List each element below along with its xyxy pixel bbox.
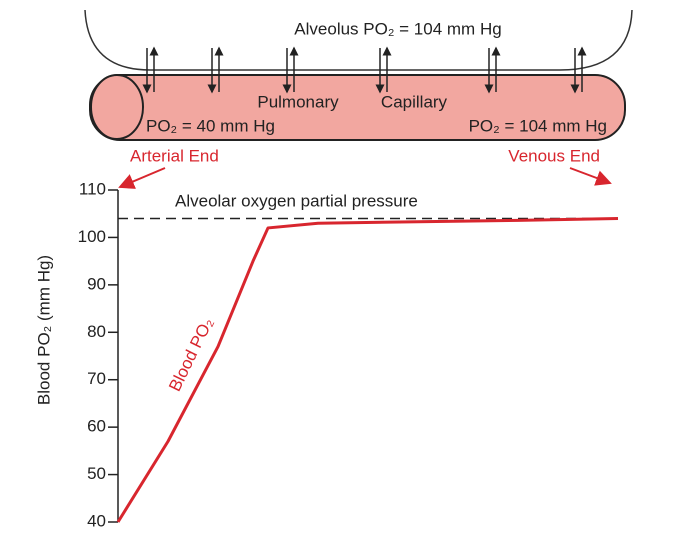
venous-end: Venous End [508, 146, 600, 165]
capillary-label: Pulmonary [257, 92, 339, 111]
reference-label: Alveolar oxygen partial pressure [175, 191, 418, 210]
capillary-label: Capillary [381, 92, 448, 111]
alveolus-wall [84, 9, 633, 71]
alveolus-label: Alveolus PO₂ = 104 mm Hg [294, 19, 501, 38]
venous-arrow [569, 167, 612, 186]
series-label: Blood PO₂ [165, 315, 217, 395]
arterial-end: Arterial End [130, 146, 219, 165]
y-axis-label: Blood PO₂ (mm Hg) [34, 255, 53, 405]
arterial-po2: PO₂ = 40 mm Hg [146, 116, 275, 135]
venous-po2: PO₂ = 104 mm Hg [469, 116, 607, 135]
y-tick-label: 70 [87, 369, 106, 388]
series-line [116, 216, 619, 523]
y-tick-label: 110 [79, 179, 106, 198]
capillary-end [90, 74, 144, 140]
exchange-arrows [142, 46, 587, 94]
y-tick-label: 90 [87, 274, 106, 293]
y-tick-label: 60 [87, 417, 106, 436]
y-tick-label: 100 [78, 227, 106, 246]
y-tick-label: 80 [87, 322, 106, 341]
arterial-arrow [118, 167, 166, 189]
y-tick-label: 40 [87, 511, 106, 530]
y-tick-label: 50 [87, 464, 106, 483]
